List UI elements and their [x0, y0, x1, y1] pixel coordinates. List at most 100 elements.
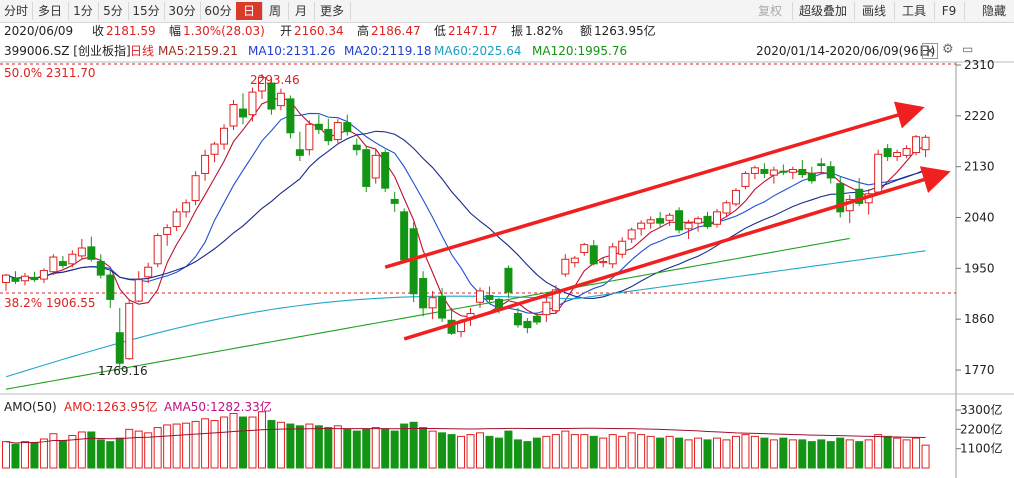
volume-bar — [144, 432, 153, 469]
volume-bar — [665, 435, 674, 469]
volume-bar — [257, 411, 266, 469]
volume-bar — [637, 434, 646, 469]
period-tab-5[interactable]: 30分 — [164, 2, 201, 20]
volume-bar — [779, 437, 788, 469]
volume-bar — [513, 439, 522, 469]
y-tick-label: 2040 — [964, 211, 995, 225]
candle-body — [798, 168, 807, 176]
settings-gear-icon[interactable]: ⚙ — [942, 42, 954, 57]
candle-body — [921, 136, 930, 151]
close-panel-icon[interactable]: ✕ — [922, 43, 938, 59]
volume-bar — [466, 434, 475, 469]
volume-bar — [570, 434, 579, 469]
volume-bar — [447, 434, 456, 469]
tool-button-5[interactable]: 隐藏 — [974, 2, 1014, 20]
candle-body — [817, 163, 826, 167]
peak-label: 2293.46 — [250, 73, 300, 87]
y-tick-label: 1860 — [964, 312, 995, 326]
ama-value: AMA50:1282.33亿 — [164, 400, 272, 414]
volume-bar — [163, 424, 172, 469]
amount-label: 额 — [580, 24, 593, 38]
period-tab-10[interactable]: 更多 — [314, 2, 351, 20]
candle-body — [703, 215, 712, 228]
candle-body — [352, 144, 361, 151]
candle-body — [153, 235, 162, 265]
candle-body — [201, 154, 210, 174]
volume-bar — [87, 431, 96, 469]
period-tab-7[interactable]: 日 — [236, 2, 263, 20]
quote-date: 2020/06/09 — [4, 24, 74, 38]
volume-bar — [295, 425, 304, 469]
candle-body — [438, 296, 447, 319]
period-tab-1[interactable]: 多日 — [32, 2, 69, 20]
channel-lower-line — [403, 166, 951, 341]
tool-button-0[interactable]: 复权 — [748, 2, 793, 20]
low-label: 低 — [434, 24, 447, 38]
volume-header: AMO(50) AMO:1263.95亿 AMA50:1282.33亿 — [0, 398, 600, 416]
volume-bar — [30, 442, 39, 469]
ma20-value: MA20:2119.18 — [344, 44, 432, 58]
volume-bar — [305, 423, 314, 469]
candle-body — [276, 92, 285, 107]
tool-button-4[interactable]: F9 — [934, 2, 965, 20]
volume-bar — [400, 423, 409, 469]
volume-bar — [428, 430, 437, 469]
candle-body — [542, 301, 551, 316]
candle-body — [750, 167, 759, 174]
ma60-value: MA60:2025.64 — [434, 44, 522, 58]
candle-body — [49, 256, 58, 273]
candle-body — [599, 261, 608, 264]
period-label: 日线 — [130, 44, 155, 58]
expand-icon[interactable]: ▭ — [962, 42, 974, 56]
volume-bar — [580, 434, 589, 469]
volume-bar — [362, 428, 371, 469]
volume-bar — [807, 441, 816, 469]
volume-bar — [703, 439, 712, 469]
volume-bar — [77, 431, 86, 469]
candle-body — [912, 136, 921, 154]
period-tab-0[interactable]: 分时 — [0, 2, 33, 20]
period-tab-9[interactable]: 月 — [288, 2, 315, 20]
candle-body — [125, 302, 134, 360]
tool-button-1[interactable]: 超级叠加 — [792, 2, 855, 20]
volume-bar — [191, 420, 200, 469]
candle-body — [257, 76, 266, 92]
volume-bar — [106, 441, 115, 469]
volume-bar — [220, 416, 229, 469]
candle-body — [248, 91, 257, 116]
period-tab-2[interactable]: 1分 — [68, 2, 99, 20]
volume-bar — [855, 441, 864, 469]
candle-body — [627, 229, 636, 240]
y-tick-label: 1770 — [964, 363, 995, 377]
volume-bar — [713, 437, 721, 469]
amount-value: 1263.95亿 — [594, 24, 656, 38]
volume-bar — [798, 439, 807, 469]
candle-body — [722, 202, 731, 214]
channel-upper-line — [384, 101, 925, 269]
candle-body — [741, 172, 750, 187]
volume-bar — [817, 439, 826, 469]
candle-body — [570, 257, 579, 264]
candle-body — [182, 202, 191, 213]
candle-body — [333, 122, 342, 141]
volume-bar — [210, 420, 219, 469]
volume-bar — [656, 437, 665, 469]
ma120-line-base — [5, 237, 850, 390]
volume-bar — [58, 440, 67, 469]
period-tab-8[interactable]: 周 — [262, 2, 289, 20]
volume-bar — [409, 421, 418, 469]
volume-bar — [172, 423, 181, 469]
candle-body — [902, 148, 911, 156]
fib-50-label: 50.0% 2311.70 — [4, 66, 96, 80]
volume-bar — [912, 437, 921, 469]
tool-button-3[interactable]: 工具 — [894, 2, 935, 20]
volume-bar — [248, 416, 257, 469]
quote-row: 2020/06/09 收 2181.59 幅 1.30%(28.03) 开 21… — [0, 22, 1014, 40]
period-tab-4[interactable]: 15分 — [128, 2, 165, 20]
volume-bar — [646, 435, 655, 469]
candle-body — [893, 152, 902, 157]
tool-button-2[interactable]: 画线 — [854, 2, 895, 20]
period-tab-3[interactable]: 5分 — [98, 2, 129, 20]
volume-bar — [750, 435, 759, 469]
